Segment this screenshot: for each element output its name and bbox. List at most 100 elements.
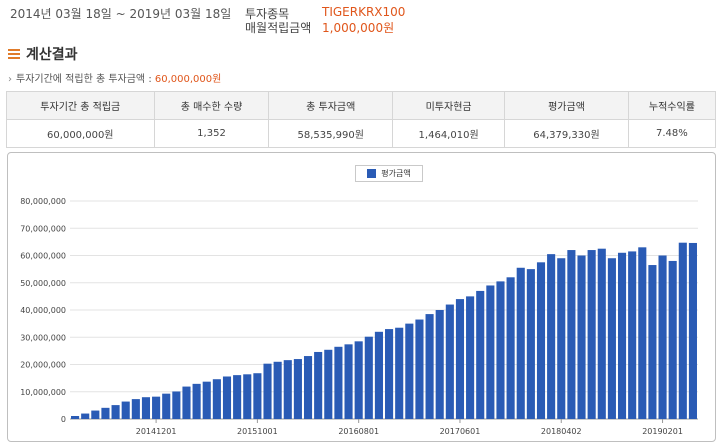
value-cell: 58,535,990원 bbox=[268, 119, 393, 148]
monthly-value: 1,000,000원 bbox=[322, 21, 395, 35]
bar bbox=[152, 396, 161, 419]
bar bbox=[162, 393, 171, 419]
bar bbox=[212, 379, 221, 419]
section-title: 계산결과 bbox=[8, 44, 78, 64]
bar bbox=[557, 258, 566, 419]
y-tick-label: 30,000,000 bbox=[20, 333, 66, 342]
value-cell: 7.48% bbox=[627, 119, 717, 148]
y-tick-label: 50,000,000 bbox=[20, 279, 66, 288]
bar bbox=[283, 360, 292, 419]
bar bbox=[91, 410, 100, 419]
bar bbox=[192, 383, 201, 419]
bar bbox=[121, 401, 130, 419]
bar bbox=[395, 327, 404, 419]
x-tick-label: 20160801 bbox=[338, 427, 379, 436]
header-cell: 총 매수한 수량 bbox=[153, 91, 270, 120]
y-tick-label: 80,000,000 bbox=[20, 197, 66, 206]
bar bbox=[374, 331, 383, 419]
bar bbox=[334, 346, 343, 419]
bar bbox=[668, 260, 677, 419]
bar bbox=[415, 319, 424, 419]
bar bbox=[678, 242, 687, 419]
bar bbox=[617, 252, 627, 419]
bar bbox=[445, 304, 454, 419]
header-cell: 총 투자금액 bbox=[268, 91, 393, 120]
legend-label: 평가금액 bbox=[381, 169, 411, 178]
bar bbox=[476, 290, 485, 419]
bar bbox=[425, 314, 434, 419]
section-title-text: 계산결과 bbox=[26, 47, 78, 63]
bar bbox=[243, 374, 252, 419]
bar bbox=[496, 281, 505, 419]
bar bbox=[314, 351, 323, 419]
bar bbox=[101, 407, 110, 419]
bar bbox=[607, 258, 616, 419]
bar bbox=[324, 349, 333, 419]
bar bbox=[111, 405, 120, 419]
summary-value-row: 60,000,000원 1,352 58,535,990원 1,464,010원… bbox=[6, 119, 717, 148]
bar-chart: 0 10,000,000 20,000,000 30,000,000 40,000,00… bbox=[20, 197, 698, 436]
bar bbox=[658, 255, 667, 419]
bar bbox=[435, 310, 444, 419]
item-value: TIGERKRX100 bbox=[322, 5, 406, 19]
y-tick-label: 70,000,000 bbox=[20, 224, 66, 233]
bar bbox=[71, 416, 80, 419]
bar bbox=[222, 376, 232, 419]
header-cell: 투자기간 총 적립금 bbox=[6, 91, 155, 120]
bar bbox=[273, 361, 282, 419]
value-cell: 60,000,000원 bbox=[6, 119, 155, 148]
y-tick-label: 20,000,000 bbox=[20, 361, 66, 370]
bar bbox=[293, 359, 302, 419]
bar bbox=[405, 323, 414, 419]
bar bbox=[597, 248, 606, 419]
bar bbox=[688, 242, 697, 419]
x-tick-label: 20151001 bbox=[237, 427, 278, 436]
bar bbox=[344, 344, 353, 419]
list-icon bbox=[8, 49, 20, 59]
bar bbox=[81, 413, 90, 419]
bar bbox=[526, 269, 535, 419]
bar bbox=[486, 285, 495, 419]
header-cell: 미투자현금 bbox=[391, 91, 506, 120]
x-tick-label: 20141201 bbox=[136, 427, 177, 436]
chart-legend[interactable]: 평가금액 bbox=[355, 165, 423, 182]
bar bbox=[466, 296, 475, 419]
bar bbox=[385, 329, 394, 419]
y-tick-label: 60,000,000 bbox=[20, 252, 66, 261]
bar bbox=[536, 262, 546, 419]
bar bbox=[567, 250, 576, 419]
bar bbox=[577, 255, 586, 419]
bar bbox=[354, 341, 363, 419]
bar bbox=[172, 391, 181, 419]
y-tick-label: 40,000,000 bbox=[20, 306, 66, 315]
monthly-label: 매월적립금액 bbox=[245, 21, 312, 35]
summary-header-row: 투자기간 총 적립금 총 매수한 수량 총 투자금액 미투자현금 평가금액 누적… bbox=[6, 91, 717, 120]
bar bbox=[233, 375, 242, 419]
bar bbox=[263, 363, 272, 419]
item-label: 투자종목 bbox=[245, 7, 290, 21]
bar bbox=[547, 254, 556, 419]
bar bbox=[253, 373, 262, 419]
y-tick-label: 10,000,000 bbox=[20, 388, 66, 397]
x-tick-label: 20170601 bbox=[440, 427, 481, 436]
bar bbox=[587, 250, 596, 419]
bar bbox=[364, 336, 373, 419]
bar bbox=[455, 299, 465, 419]
bar bbox=[303, 356, 313, 419]
value-cell: 1,352 bbox=[153, 119, 270, 148]
value-cell: 64,379,330원 bbox=[504, 119, 629, 148]
header-cell: 평가금액 bbox=[504, 91, 629, 120]
y-tick-label: 0 bbox=[61, 415, 66, 424]
bar bbox=[638, 247, 647, 419]
legend-swatch bbox=[367, 169, 377, 178]
summary-table: 투자기간 총 적립금 총 매수한 수량 총 투자금액 미투자현금 평가금액 누적… bbox=[6, 91, 717, 148]
header-cell: 누적수익률 bbox=[627, 91, 717, 120]
investment-period: 2014년 03월 18일 ~ 2019년 03월 18일 bbox=[10, 7, 232, 21]
x-tick-label: 20180402 bbox=[541, 427, 582, 436]
chart-panel: 0 10,000,000 20,000,000 30,000,000 40,000,00… bbox=[7, 152, 716, 442]
bar bbox=[202, 381, 211, 419]
bar bbox=[516, 267, 525, 419]
note-amount: 60,000,000원 bbox=[154, 74, 222, 85]
bullet-icon: › bbox=[8, 74, 12, 85]
bar bbox=[131, 399, 140, 419]
